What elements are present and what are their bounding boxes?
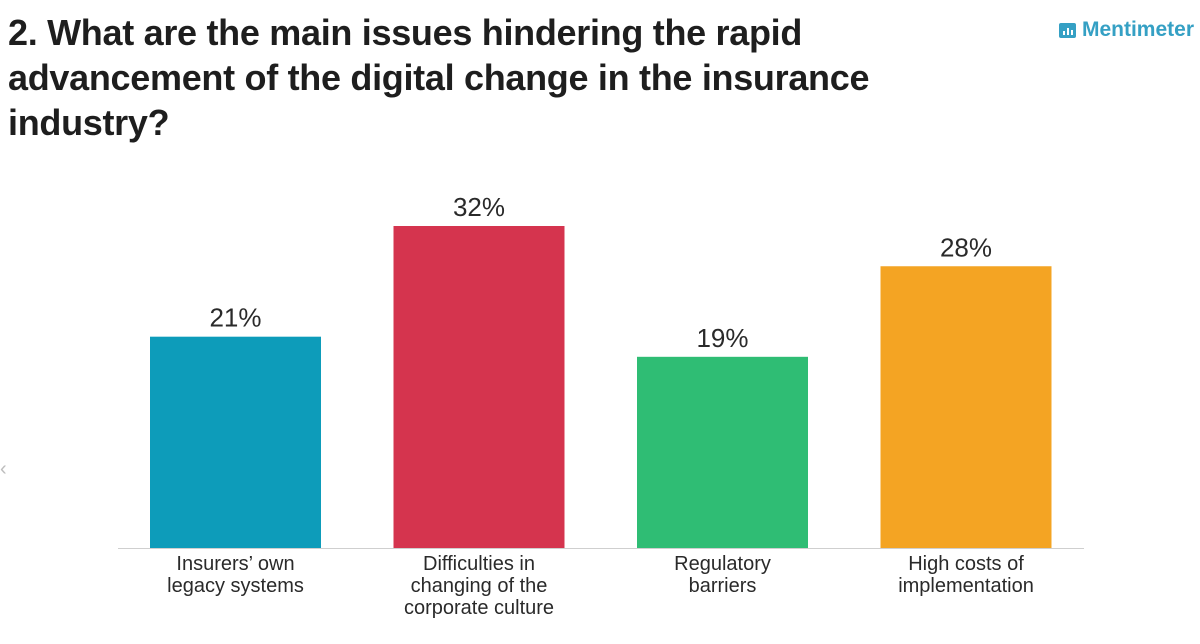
mentimeter-logo: Mentimeter [1058, 18, 1194, 42]
bar-3 [637, 356, 808, 548]
bar-value-label-4: 28% [940, 232, 992, 262]
bar-value-label-3: 19% [696, 323, 748, 353]
chevron-left-icon[interactable]: ‹ [0, 458, 7, 480]
bar-2 [393, 226, 565, 548]
question-title: 2. What are the main issues hindering th… [8, 12, 870, 143]
bar-value-label-2: 32% [453, 192, 505, 222]
category-label-3: Regulatory barriers [674, 553, 771, 597]
bar-chart-icon [1058, 22, 1076, 38]
bar-value-label-1: 21% [209, 303, 261, 333]
bar-4 [880, 266, 1052, 548]
category-label-2: Difficulties in changing of the corporate … [404, 553, 554, 619]
brand-name: Mentimeter [1081, 18, 1194, 41]
category-label-4: High costs of implementation [898, 553, 1034, 597]
category-label-1: Insurers’ own legacy systems [167, 553, 304, 597]
bar-1 [150, 336, 321, 548]
